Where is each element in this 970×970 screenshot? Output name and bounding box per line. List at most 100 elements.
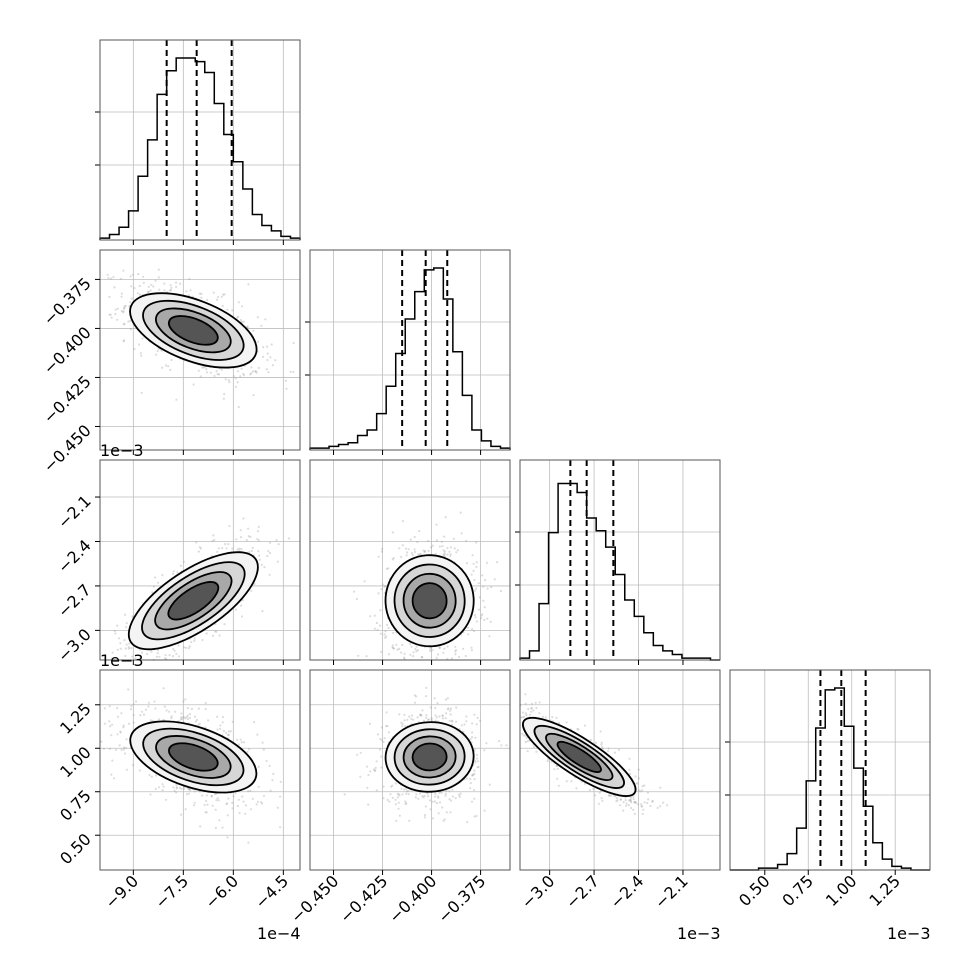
scatter-point bbox=[423, 816, 426, 819]
scatter-point bbox=[119, 731, 122, 734]
scatter-point bbox=[214, 826, 217, 830]
scatter-point bbox=[412, 655, 415, 658]
scatter-point bbox=[158, 786, 161, 789]
scatter-point bbox=[374, 766, 377, 770]
scatter-point bbox=[476, 757, 479, 760]
scatter-point bbox=[353, 590, 356, 593]
scatter-point bbox=[155, 774, 158, 777]
scatter-point bbox=[140, 710, 144, 713]
scatter-point bbox=[265, 759, 268, 763]
scatter-point bbox=[257, 765, 260, 769]
scatter-point bbox=[182, 560, 186, 563]
scatter-point bbox=[398, 713, 401, 716]
scatter-point bbox=[148, 774, 151, 777]
scatter-point bbox=[204, 708, 207, 711]
scatter-point bbox=[429, 649, 432, 653]
scatter-point bbox=[250, 549, 253, 553]
scatter-point bbox=[242, 741, 246, 744]
scatter-point bbox=[228, 381, 231, 384]
scatter-point bbox=[140, 391, 143, 394]
scatter-point bbox=[226, 814, 229, 817]
scatter-point bbox=[161, 783, 164, 786]
scatter-point bbox=[247, 283, 250, 286]
scatter-point bbox=[409, 653, 412, 656]
scatter-point bbox=[161, 366, 164, 369]
scatter-point bbox=[387, 731, 390, 734]
scatter-point bbox=[247, 790, 250, 793]
scatter-point bbox=[268, 551, 272, 555]
scatter-point bbox=[237, 315, 240, 318]
scatter-point bbox=[178, 786, 181, 789]
scatter-point bbox=[232, 795, 235, 798]
x-tick-label: −9.0 bbox=[101, 871, 142, 912]
scatter-point bbox=[441, 806, 444, 809]
scatter-point bbox=[110, 277, 113, 280]
scatter-point bbox=[110, 657, 114, 660]
scatter-point bbox=[270, 343, 273, 346]
scatter-point bbox=[625, 802, 628, 805]
scatter-point bbox=[152, 585, 155, 588]
scatter-point bbox=[240, 547, 243, 551]
scatter-point bbox=[239, 529, 242, 532]
scatter-point bbox=[475, 565, 478, 569]
y-tick-label: 0.50 bbox=[56, 830, 95, 869]
scatter-point bbox=[154, 707, 157, 710]
scatter-point bbox=[214, 808, 217, 811]
scatter-point bbox=[205, 794, 208, 797]
scatter-point bbox=[417, 797, 420, 800]
scatter-point bbox=[130, 647, 133, 650]
scatter-point bbox=[175, 285, 178, 288]
scatter-point bbox=[450, 657, 454, 660]
scatter-point bbox=[386, 623, 389, 627]
scatter-point bbox=[120, 295, 123, 298]
scatter-point bbox=[446, 645, 449, 648]
scatter-point bbox=[154, 787, 157, 791]
scatter-point bbox=[252, 329, 255, 332]
scatter-point bbox=[268, 573, 271, 576]
scatter-point bbox=[123, 639, 126, 642]
scatter-point bbox=[222, 730, 226, 733]
scatter-point bbox=[575, 787, 578, 790]
scatter-point bbox=[407, 789, 410, 792]
scatter-point bbox=[156, 652, 159, 655]
density-contour bbox=[167, 315, 219, 346]
scatter-point bbox=[197, 707, 200, 710]
scatter-point bbox=[173, 789, 176, 792]
scatter-point bbox=[556, 767, 559, 771]
scatter-point bbox=[249, 789, 252, 792]
scatter-point bbox=[117, 637, 121, 640]
scatter-point bbox=[116, 318, 119, 321]
scatter-point bbox=[443, 550, 446, 553]
scatter-point bbox=[408, 819, 411, 822]
scatter-point bbox=[239, 375, 242, 378]
scatter-point bbox=[225, 802, 228, 806]
scatter-point bbox=[475, 620, 478, 623]
scatter-point bbox=[356, 753, 359, 756]
scatter-point bbox=[157, 581, 160, 584]
scatter-point bbox=[251, 797, 254, 800]
scatter-point bbox=[366, 786, 369, 790]
scatter-point bbox=[407, 793, 410, 796]
scatter-point bbox=[412, 651, 415, 654]
scatter-point bbox=[130, 705, 133, 708]
scatter-point bbox=[133, 287, 136, 290]
scatter-point bbox=[276, 560, 279, 563]
x-tick-label: −0.425 bbox=[336, 871, 391, 926]
scatter-point bbox=[465, 777, 469, 780]
scatter-point bbox=[164, 657, 167, 660]
scatter-point bbox=[394, 782, 397, 785]
scatter-point bbox=[242, 374, 245, 377]
scatter-point bbox=[470, 646, 473, 649]
panel-frame bbox=[99, 39, 301, 241]
scatter-point bbox=[454, 645, 457, 648]
scatter-point bbox=[170, 716, 173, 720]
scatter-point bbox=[392, 631, 395, 635]
scatter-point bbox=[240, 305, 244, 308]
scatter-point bbox=[395, 643, 398, 646]
scatter-point bbox=[184, 698, 187, 701]
scatter-point bbox=[391, 796, 394, 800]
scatter-point bbox=[423, 550, 427, 553]
scatter-point bbox=[430, 546, 433, 549]
scatter-point bbox=[401, 643, 404, 647]
scatter-point bbox=[193, 790, 196, 793]
